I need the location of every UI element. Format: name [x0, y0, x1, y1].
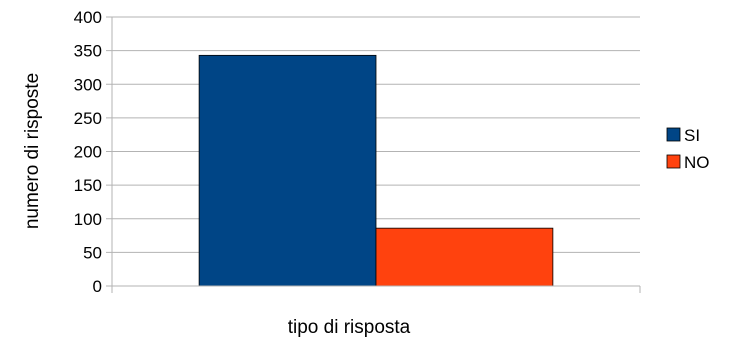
y-tick-labels: 0 50 100 150 200 250 300 350 400	[74, 8, 102, 296]
y-tick-label: 350	[74, 42, 102, 61]
y-tick-label: 0	[93, 277, 102, 296]
y-tick-label: 150	[74, 176, 102, 195]
y-tick-label: 400	[74, 8, 102, 27]
legend-label-no: NO	[684, 153, 710, 172]
bar-no	[375, 227, 554, 287]
legend: SI NO	[666, 126, 710, 172]
y-tick-label: 100	[74, 210, 102, 229]
legend-swatch-no	[666, 154, 681, 169]
bars	[198, 54, 554, 287]
y-tick-label: 250	[74, 109, 102, 128]
y-axis-title: numero di risposte	[22, 73, 43, 229]
y-tick-label: 50	[83, 243, 102, 262]
bar-si	[198, 54, 377, 287]
y-tick-label: 300	[74, 75, 102, 94]
legend-label-si: SI	[684, 126, 700, 145]
axes	[106, 16, 641, 293]
y-tick-label: 200	[74, 143, 102, 162]
legend-swatch-si	[666, 127, 681, 142]
x-axis-title: tipo di risposta	[288, 317, 411, 338]
